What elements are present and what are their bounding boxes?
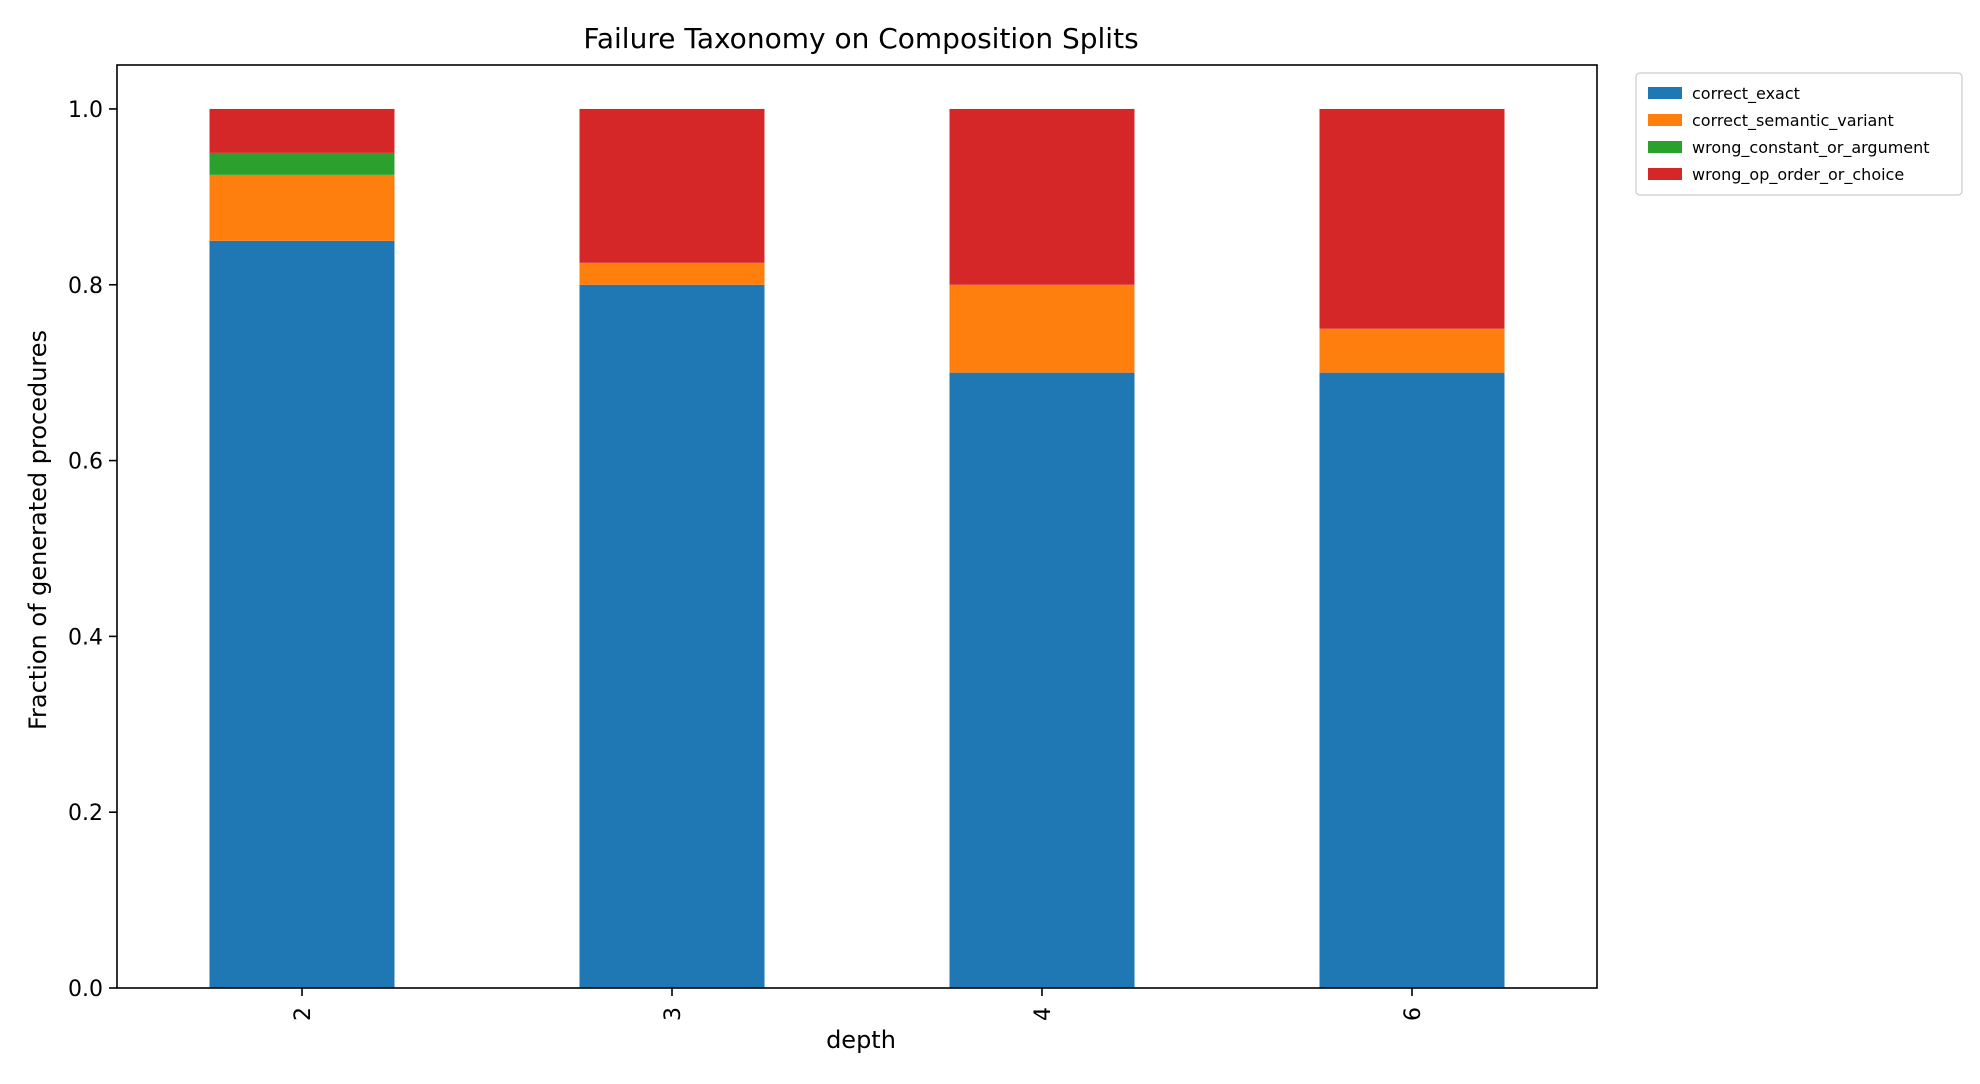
x-tick-label: 2 xyxy=(291,1007,316,1021)
bar-wrong_op_order_or_choice-depth-4 xyxy=(949,108,1135,285)
legend-swatch-correct_exact xyxy=(1648,87,1682,99)
bar-wrong_op_order_or_choice-depth-2 xyxy=(209,108,395,153)
axes-layer: 0.0 0.2 0.4 0.6 0.8 1.0 2 3 4 6 xyxy=(68,64,1598,1021)
x-tick-label: 3 xyxy=(661,1007,686,1021)
y-axis-label: Fraction of generated procedures xyxy=(24,330,52,730)
legend-label-wrong_constant_or_argument: wrong_constant_or_argument xyxy=(1692,138,1930,158)
legend-swatch-wrong_op_order_or_choice xyxy=(1648,168,1682,180)
y-tick-label: 0.0 xyxy=(68,977,103,1002)
legend: correct_exact correct_semantic_variantwro… xyxy=(1635,72,1963,196)
bar-correct_semantic_variant-depth-2 xyxy=(209,174,395,241)
legend-label-correct_exact: correct_exact xyxy=(1692,84,1800,104)
y-tick-label: 0.4 xyxy=(68,625,103,650)
legend-label-wrong_op_order_or_choice: wrong_op_order_or_choice xyxy=(1692,165,1904,185)
bar-correct_exact-depth-2 xyxy=(209,240,395,989)
legend-label-correct_semantic_variant: correct_semantic_variant xyxy=(1692,111,1894,131)
bar-correct_exact-depth-3 xyxy=(579,284,765,988)
y-tick-label: 0.8 xyxy=(68,274,103,299)
x-tick-label: 4 xyxy=(1031,1007,1056,1021)
chart-title: Failure Taxonomy on Composition Splits xyxy=(583,22,1138,55)
y-tick-label: 0.6 xyxy=(68,450,103,475)
bar-correct_exact-depth-4 xyxy=(949,372,1135,989)
bar-correct_semantic_variant-depth-6 xyxy=(1319,328,1505,373)
bar-wrong_op_order_or_choice-depth-3 xyxy=(579,108,765,263)
legend-box xyxy=(1635,72,1963,196)
bar-correct_exact-depth-6 xyxy=(1319,372,1505,989)
plot-frame xyxy=(116,64,1598,989)
bars-layer xyxy=(209,108,1505,989)
y-tick-label: 0.2 xyxy=(68,801,103,826)
bar-correct_semantic_variant-depth-4 xyxy=(949,284,1135,373)
x-axis-label: depth xyxy=(826,1026,896,1054)
y-tick-label: 1.0 xyxy=(68,98,103,123)
bar-correct_semantic_variant-depth-3 xyxy=(579,262,765,285)
x-tick-label: 6 xyxy=(1401,1007,1426,1021)
bar-wrong_op_order_or_choice-depth-6 xyxy=(1319,108,1505,329)
bar-wrong_constant_or_argument-depth-2 xyxy=(209,152,395,175)
legend-swatch-correct_semantic_variant xyxy=(1648,114,1682,126)
legend-swatch-wrong_constant_or_argument xyxy=(1648,141,1682,153)
